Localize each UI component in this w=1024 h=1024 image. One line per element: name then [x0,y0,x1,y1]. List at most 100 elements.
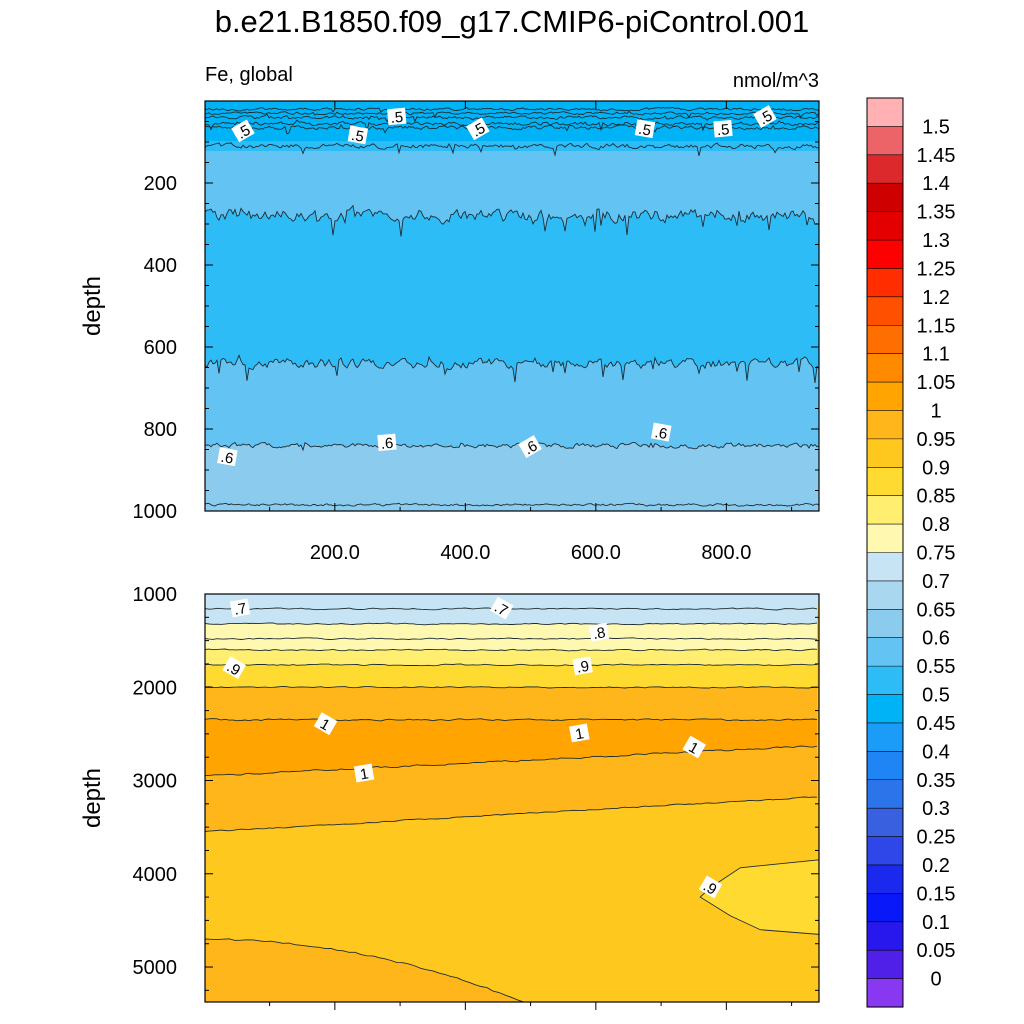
upper-contour-labels: .5 .5 .5 .5 .5 .5 .5 .6 .6 .6 .6 [217,105,777,468]
colorbar-tick-label: 0.8 [922,514,950,536]
contour-label: .5 [347,125,369,146]
fill-band [205,442,819,511]
panel-left-label: Fe, global [205,64,293,86]
contour-line [205,938,524,1002]
colorbar-tick-label: 0 [930,969,941,991]
contour-line [205,113,819,123]
colorbar-swatch [867,921,903,951]
colorbar-swatch [867,666,903,696]
colorbar-swatch [867,296,903,326]
contour-line [205,622,818,626]
colorbar: 1.5 1.45 1.4 1.35 1.3 1.25 1.2 1.15 1.1 1.05 1 0.95… [866,97,956,1008]
colorbar-tick-label: 0.55 [917,656,956,678]
contour-line [205,110,819,119]
contour-label-bg [466,117,490,141]
colorbar-swatch [867,637,903,667]
contour-label-bg [634,119,656,139]
colorbar-swatch [867,410,903,440]
contour-label-text: .9 [575,658,590,677]
colorbar-tick-label: 1.1 [922,344,950,366]
colorbar-tick-label: 0.6 [922,628,950,650]
fill-band [205,594,819,625]
contour-label-bg [698,875,723,899]
y-tick-label: 4000 [133,864,178,886]
colorbar-tick-label: 0.35 [917,770,956,792]
contour-line [205,648,818,652]
contour-label: .9 [572,656,593,677]
lower-panel: depth .7.7.8.9.91 111.9 10002000300040005… [79,584,820,1010]
contour-label-text: .8 [592,624,607,643]
contour-label-bg [313,712,338,736]
x-tick-label: 200.0 [310,542,360,564]
fill-band [205,649,817,666]
colorbar-swatch [867,524,903,554]
contour-label: .7 [229,598,251,619]
colorbar-tick-label: 0.15 [917,883,956,905]
colorbar-tick-label: 0.3 [922,798,950,820]
contour-label-bg [231,119,255,143]
colorbar-tick-label: 1.05 [917,372,956,394]
y-tick-label: 1000 [133,501,178,523]
contour-line [205,685,818,689]
figure-title: b.e21.B1850.f09_g17.CMIP6-piControl.001 [214,4,810,39]
contour-label: .5 [387,107,407,127]
colorbar-swatch [867,609,903,639]
colorbar-swatch [867,211,903,241]
colorbar-tick-label: 1.5 [922,116,950,138]
contour-line [699,859,819,935]
contour-line [205,718,818,722]
contour-label-text: 1 [574,725,585,743]
contour-label-text: .6 [219,449,234,468]
colorbar-tick-label: 1.25 [917,258,956,280]
colorbar-tick-label: 1.35 [917,202,956,224]
contour-line [205,796,818,832]
colorbar-swatch [867,240,903,270]
contour-label-text: .5 [637,121,652,140]
contour-line [205,106,819,115]
lower-plot-frame [204,593,820,1003]
colorbar-tick-label: 0.4 [922,741,950,763]
contour-label: 1 [353,763,375,784]
contour-label-text: .6 [653,424,668,443]
lower-y-axis-label: depth [79,768,106,828]
fill-band [700,859,819,935]
contour-label-text: .6 [380,435,394,453]
contour-label-bg [713,119,733,138]
colorbar-swatch [867,353,903,383]
colorbar-swatch [867,495,903,525]
colorbar-tick-label: 1 [930,400,941,422]
y-tick-label: 400 [144,255,177,277]
contour-label: .6 [377,433,397,453]
contour-label-bg [347,125,369,145]
upper-axes: 200 400 600 800 1000 200.0 400.0 600.0 800.0 [133,101,819,564]
fill-band [205,686,817,721]
contour-label-text: 1 [359,765,370,783]
fill-band [205,718,817,776]
colorbar-tick-label: 0.25 [917,827,956,849]
contour-label: .5 [231,119,255,143]
colorbar-swatch [867,893,903,923]
contour-label-bg [222,656,247,680]
y-tick-label: 200 [144,173,177,195]
colorbar-swatch [867,722,903,752]
colorbar-tick-label: 0.1 [922,912,950,934]
colorbar-swatch [867,836,903,866]
colorbar-swatch [867,779,903,809]
colorbar-swatch [867,438,903,468]
colorbar-tick-label: 0.75 [917,543,956,565]
colorbar-swatch [867,808,903,838]
contour-line [205,142,819,157]
contour-line [205,441,819,452]
fill-band [205,205,819,383]
colorbar-swatch [867,694,903,724]
contour-label-text: .5 [716,121,730,139]
contour-label: .6 [651,422,672,443]
colorbar-swatch [867,864,903,894]
y-tick-label: 600 [144,337,177,359]
colorbar-swatch [867,382,903,412]
y-tick-label: 1000 [133,584,178,606]
colorbar-swatch [867,751,903,781]
fill-band [205,746,817,832]
colorbar-tick-label: 0.2 [922,855,950,877]
